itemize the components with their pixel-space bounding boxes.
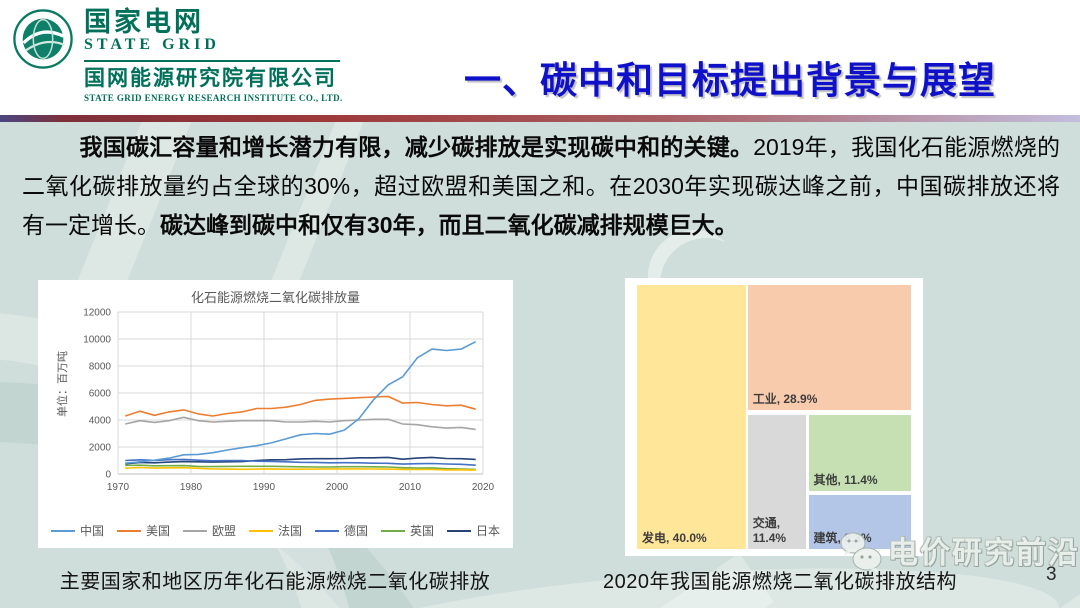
treemap-label: 工业, 28.9% — [752, 392, 818, 407]
watermark-text: 电价研究前沿 — [888, 537, 1080, 570]
logo-divider — [84, 60, 340, 62]
page-title: 一、碳中和目标提出背景与展望 — [464, 60, 996, 101]
legend-swatch — [248, 529, 273, 532]
legend-item-6: 日本 — [447, 522, 500, 539]
svg-text:12000: 12000 — [83, 308, 111, 319]
legend-label: 法国 — [277, 524, 302, 538]
treemap: 发电, 40.0% 工业, 28.9% 交通, 11.4% 其他, 11.4% 建筑, … — [637, 285, 911, 549]
treemap-block-2: 交通, 11.4% — [747, 415, 806, 549]
globe-icon — [13, 9, 73, 69]
svg-text:2000: 2000 — [326, 482, 349, 493]
right-chart-caption: 2020年我国能源燃烧二氧化碳排放结构 — [603, 571, 957, 593]
legend-item-2: 欧盟 — [182, 522, 236, 539]
treemap-block-3: 其他, 11.4% — [808, 415, 911, 491]
treemap-label: 交通, 11.4% — [752, 515, 787, 545]
paragraph-bold-tail: 碳达峰到碳中和仅有30年，而且二氧化碳减排规模巨大。 — [160, 212, 738, 238]
svg-text:2010: 2010 — [399, 482, 422, 493]
treemap-panel: 发电, 40.0% 工业, 28.9% 交通, 11.4% 其他, 11.4% 建筑, … — [625, 278, 923, 556]
wechat-icon — [840, 532, 882, 573]
legend-item-0: 中国 — [50, 522, 104, 539]
institute-en-name: STATE GRID ENERGY RESEARCH INSTITUTE CO.… — [84, 93, 343, 103]
svg-text:6000: 6000 — [89, 389, 112, 400]
legend-label: 日本 — [476, 524, 501, 538]
logo-text: 国家电网 STATE GRID 国网能源研究院有限公司 STATE GRID E… — [84, 8, 343, 103]
header: 国家电网 STATE GRID 国网能源研究院有限公司 STATE GRID E… — [0, 0, 1080, 115]
series-line-1 — [125, 395, 476, 417]
logo-cn-name: 国家电网 — [84, 7, 204, 37]
logo-en-name: STATE GRID — [84, 36, 220, 53]
legend-label: 德国 — [344, 524, 369, 538]
emissions-line-chart: 0 2000 4000 6000 8000 10000 12000 1970 1980 1990 2… — [83, 308, 495, 494]
legend-label: 中国 — [79, 524, 104, 538]
series-line-4 — [125, 458, 476, 466]
series-line-3 — [125, 466, 476, 471]
series-line-6 — [125, 456, 476, 465]
svg-text:4000: 4000 — [89, 416, 112, 427]
legend-item-4: 德国 — [315, 522, 368, 539]
legend-item-5: 英国 — [381, 522, 434, 539]
page-number: 3 — [1046, 564, 1057, 585]
left-chart-caption: 主要国家和地区历年化石能源燃烧二氧化碳排放 — [59, 571, 491, 593]
svg-text:1990: 1990 — [253, 482, 276, 493]
series-line-5 — [125, 464, 476, 471]
legend-swatch — [381, 529, 406, 532]
paragraph-bold-lead: 我国碳汇容量和增长潜力有限，减少碳排放是实现碳中和的关键。 — [79, 134, 754, 160]
legend-item-1: 美国 — [116, 522, 170, 539]
watermark: 电价研究前沿 — [838, 528, 1080, 574]
chart-title: 化石能源燃烧二氧化碳排放量 — [190, 290, 360, 305]
legend-label: 美国 — [145, 524, 170, 538]
treemap-label: 其他, 11.4% — [813, 472, 878, 487]
paragraph-regular: 2019年，我国化石能源燃烧的二氧化碳排放量约占全球的30%，超过欧盟和美国之和… — [22, 134, 1060, 238]
svg-text:1980: 1980 — [180, 482, 203, 493]
chart-legend: 中国 美国 欧盟 法国 德国 英国 日本 — [38, 522, 513, 539]
svg-text:1970: 1970 — [107, 482, 130, 493]
legend-swatch — [315, 529, 339, 532]
legend-swatch — [447, 529, 472, 532]
institute-cn-name: 国网能源研究院有限公司 — [84, 67, 337, 90]
svg-text:10000: 10000 — [83, 335, 111, 346]
treemap-block-0: 发电, 40.0% — [637, 285, 746, 549]
legend-label: 欧盟 — [211, 524, 236, 538]
legend-swatch — [50, 529, 75, 532]
svg-text:0: 0 — [105, 470, 111, 481]
treemap-label: 发电, 40.0% — [642, 531, 707, 545]
treemap-block-1: 工业, 28.9% — [747, 285, 911, 411]
svg-text:8000: 8000 — [89, 362, 112, 373]
body-paragraph: 我国碳汇容量和增长潜力有限，减少碳排放是实现碳中和的关键。2019年，我国化石能… — [22, 128, 1060, 245]
series-line-2 — [125, 416, 476, 431]
emissions-chart-panel: 化石能源燃烧二氧化碳排放量 单位：百万吨 0 2000 4000 6000 8000 10… — [38, 280, 513, 548]
legend-swatch — [182, 529, 207, 532]
legend-swatch — [116, 529, 141, 532]
legend-item-3: 法国 — [248, 522, 302, 539]
svg-text:2000: 2000 — [89, 443, 112, 454]
series-line-0 — [125, 340, 477, 464]
svg-text:2020: 2020 — [472, 482, 495, 493]
state-grid-logo: 国家电网 STATE GRID 国网能源研究院有限公司 STATE GRID E… — [12, 8, 343, 103]
treemap-block-4: 建筑, 8.3% — [808, 495, 911, 549]
legend-label: 英国 — [410, 524, 435, 538]
title-underline-bar — [0, 115, 1080, 122]
